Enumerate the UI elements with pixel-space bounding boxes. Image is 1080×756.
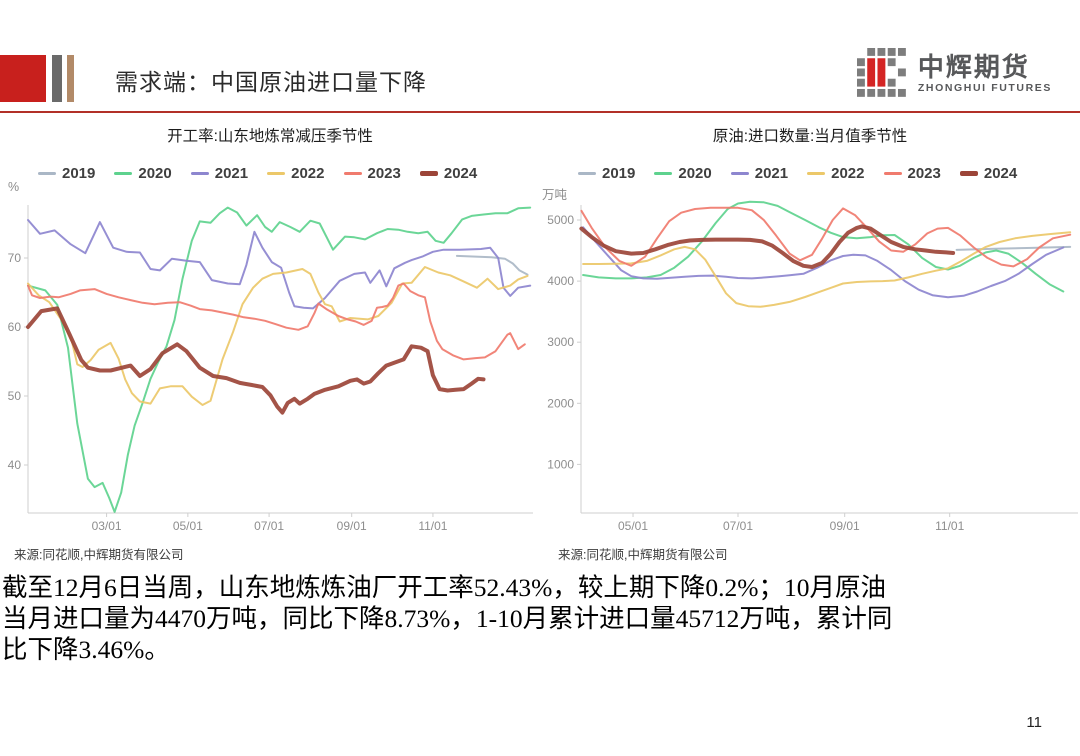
header-divider — [0, 111, 1080, 113]
legend-label: 2022 — [291, 164, 325, 182]
legend-dash-icon — [807, 171, 826, 175]
legend-dash-icon — [114, 171, 133, 175]
x-tick-label: 07/01 — [723, 519, 753, 533]
legend-item-2021[interactable]: 2021 — [190, 164, 249, 182]
header-tan-bar — [67, 55, 74, 102]
chart-operating-rate: 开工率:山东地炼常减压季节性 2019 2020 2021 2022 2023 2024 … — [0, 120, 540, 565]
chart-title: 原油:进口数量:当月值季节性 — [712, 128, 908, 145]
y-tick-label: 60 — [8, 320, 22, 334]
series-line-2024 — [579, 224, 956, 269]
header-red-block — [0, 55, 46, 102]
y-tick-label: 1000 — [547, 457, 574, 471]
chart-legend: 2019 2020 2021 2022 2023 2024 — [38, 164, 478, 182]
line-chart: 70 60 50 40 03/01 05/01 07/01 09/01 11/01 — [8, 205, 533, 533]
y-tick-label: 4000 — [547, 274, 574, 288]
legend-item-2019[interactable]: 2019 — [578, 165, 635, 182]
legend-item-2019[interactable]: 2019 — [38, 165, 95, 182]
legend-label: 2024 — [443, 164, 478, 182]
legend-label: 2020 — [678, 164, 712, 182]
legend-label: 2021 — [754, 164, 789, 182]
page-title: 需求端：中国原油进口量下降 — [115, 70, 427, 95]
x-tick-label: 09/01 — [337, 519, 367, 533]
legend-item-2024[interactable]: 2024 — [959, 164, 1018, 182]
legend-dash-icon — [267, 171, 286, 175]
series-line-2021 — [582, 226, 1065, 299]
brand-text: 中辉期货 ZHONGHUI FUTURES — [918, 54, 1052, 94]
source-note: 来源:同花顺,中辉期货有限公司 — [558, 548, 728, 562]
x-tick-label: 11/01 — [418, 519, 447, 533]
brand-name-en: ZHONGHUI FUTURES — [917, 82, 1052, 95]
y-tick-label: 70 — [8, 251, 22, 265]
legend-item-2021[interactable]: 2021 — [730, 164, 789, 182]
legend-label: 2019 — [602, 164, 636, 182]
legend-label: 2023 — [367, 164, 401, 182]
legend-dash-icon — [959, 170, 978, 176]
legend-label: 2022 — [831, 164, 865, 182]
commentary-text: 截至12月6日当周，山东地炼炼油厂开工率52.43%，较上期下降0.2%；10月… — [2, 572, 1072, 665]
brand-name-cn: 中辉期货 — [917, 52, 1030, 83]
logo-grid-icon — [856, 48, 906, 97]
y-tick-label: 50 — [8, 389, 22, 403]
y-axis-unit: % — [8, 180, 20, 194]
chart-import-volume: 原油:进口数量:当月值季节性 2019 2020 2021 2022 2023 2024 … — [540, 120, 1080, 565]
x-tick-label: 05/01 — [618, 519, 648, 533]
legend-label: 2023 — [907, 164, 941, 182]
legend-dash-icon — [730, 171, 749, 175]
legend-dash-icon — [343, 171, 362, 175]
legend-item-2023[interactable]: 2023 — [883, 164, 941, 182]
source-note: 来源:同花顺,中辉期货有限公司 — [14, 548, 184, 562]
y-tick-label: 3000 — [547, 335, 574, 349]
legend-item-2022[interactable]: 2022 — [807, 164, 865, 182]
series-line-2023 — [27, 282, 526, 361]
commentary-line: 当月进口量为4470万吨，同比下降8.73%，1-10月累计进口量45712万吨… — [2, 604, 893, 633]
legend-label: 2021 — [214, 164, 249, 182]
legend-item-2020[interactable]: 2020 — [654, 164, 712, 182]
y-tick-label: 40 — [8, 458, 22, 472]
commentary-line: 比下降3.46%。 — [2, 635, 170, 664]
x-tick-label: 05/01 — [173, 519, 203, 533]
x-tick-label: 03/01 — [92, 519, 122, 533]
y-axis-unit: 万吨 — [542, 188, 568, 202]
legend-item-2022[interactable]: 2022 — [267, 164, 325, 182]
y-tick-label: 2000 — [547, 396, 574, 410]
legend-label: 2019 — [62, 164, 96, 182]
chart-title: 开工率:山东地炼常减压季节性 — [167, 128, 373, 145]
legend-dash-icon — [38, 171, 56, 175]
series-line-2021 — [27, 219, 532, 310]
y-tick-label: 5000 — [547, 213, 574, 227]
legend-item-2023[interactable]: 2023 — [343, 164, 401, 182]
legend-dash-icon — [190, 171, 209, 175]
x-tick-label: 09/01 — [830, 519, 860, 533]
header-gray-bar — [52, 55, 62, 102]
series-line-2024 — [26, 306, 486, 415]
legend-label: 2024 — [983, 164, 1018, 182]
legend-label: 2020 — [138, 164, 172, 182]
line-chart: 5000 4000 3000 2000 1000 05/01 07/01 09/01 11/01 — [547, 200, 1078, 533]
page-number: 11 — [1026, 714, 1042, 731]
series-line-2022 — [27, 266, 529, 406]
legend-dash-icon — [654, 171, 673, 175]
series-line-2020 — [27, 206, 532, 513]
chart-legend: 2019 2020 2021 2022 2023 2024 — [578, 164, 1018, 182]
legend-item-2020[interactable]: 2020 — [114, 164, 172, 182]
company-logo: 中辉期货 ZHONGHUI FUTURES — [856, 48, 1052, 100]
x-tick-label: 11/01 — [935, 519, 964, 533]
x-tick-label: 07/01 — [254, 519, 284, 533]
commentary-line: 截至12月6日当周，山东地炼炼油厂开工率52.43%，较上期下降0.2%；10月… — [2, 573, 886, 602]
legend-item-2024[interactable]: 2024 — [419, 164, 478, 182]
series-line-2019 — [455, 254, 529, 276]
legend-dash-icon — [578, 171, 596, 175]
series-line-2020 — [582, 200, 1065, 293]
legend-dash-icon — [883, 171, 902, 175]
legend-dash-icon — [419, 170, 438, 176]
series-line-2023 — [580, 206, 1072, 268]
series-line-2022 — [582, 231, 1072, 308]
